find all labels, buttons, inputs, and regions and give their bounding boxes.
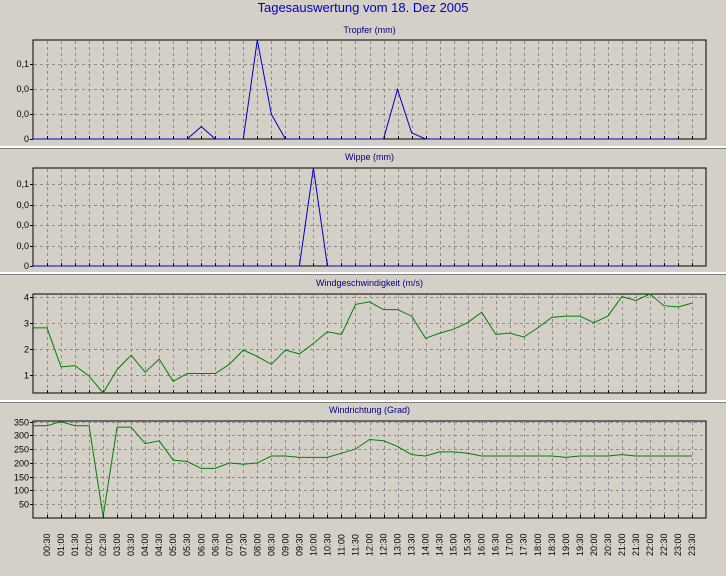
y-tick-label: 3 bbox=[24, 319, 29, 329]
panel-3: 1 2 3 4 Windgeschwindigkeit (m/s) bbox=[0, 278, 726, 403]
x-tick-label: 10:30 bbox=[322, 533, 332, 556]
x-tick-label: 14:30 bbox=[435, 533, 445, 556]
y-tick-label: 0,0 bbox=[16, 241, 29, 251]
x-tick-label: 16:30 bbox=[491, 533, 501, 556]
y-tick-label: 300 bbox=[14, 431, 29, 441]
plot-area bbox=[32, 293, 707, 394]
x-tick-label: 01:00 bbox=[56, 533, 66, 556]
y-tick-label: 0,0 bbox=[16, 220, 29, 230]
y-tick-label: 50 bbox=[19, 500, 29, 510]
x-tick-label: 04:30 bbox=[154, 533, 164, 556]
panel-title: Windgeschwindigkeit (m/s) bbox=[316, 278, 423, 288]
x-axis-labels: 00:30 01:00 01:30 02:00 02:30 03:00 03:30 04:00… bbox=[42, 533, 697, 556]
panel-title: Windrichtung (Grad) bbox=[329, 405, 410, 415]
y-tick-label: 0 bbox=[24, 261, 29, 271]
x-tick-label: 01:30 bbox=[70, 533, 80, 556]
x-tick-label: 08:00 bbox=[252, 533, 262, 556]
x-tick-label: 07:30 bbox=[238, 533, 248, 556]
series-line bbox=[33, 39, 678, 140]
x-tick-label: 11:30 bbox=[351, 534, 361, 556]
panel-separator-shadow bbox=[0, 274, 726, 275]
x-tick-label: 13:30 bbox=[407, 533, 417, 556]
y-tick-label: 0,0 bbox=[16, 200, 29, 210]
x-tick-label: 12:00 bbox=[365, 533, 375, 556]
panel-title: Wippe (mm) bbox=[345, 152, 394, 162]
panel-2: 0 0,0 0,0 0,0 0,1 Wippe (mm) bbox=[0, 152, 726, 275]
panel-separator-shadow bbox=[0, 402, 726, 403]
panel-separator bbox=[0, 272, 726, 274]
x-tick-label: 18:00 bbox=[533, 533, 543, 556]
x-tick-label: 09:00 bbox=[280, 533, 290, 556]
x-tick-label: 23:00 bbox=[673, 533, 683, 556]
x-tick-label: 17:00 bbox=[505, 533, 515, 556]
x-tick-label: 16:00 bbox=[477, 533, 487, 556]
x-tick-label: 19:00 bbox=[561, 533, 571, 556]
series-line bbox=[33, 167, 678, 267]
x-tick-label: 15:30 bbox=[463, 533, 473, 556]
x-tick-label: 17:30 bbox=[519, 533, 529, 556]
y-tick-label: 250 bbox=[14, 445, 29, 455]
y-tick-label: 0,0 bbox=[16, 84, 29, 94]
x-tick-label: 18:30 bbox=[547, 533, 557, 556]
y-tick-label: 0,0 bbox=[16, 109, 29, 119]
y-tick-label: 0 bbox=[24, 134, 29, 144]
x-tick-label: 11:00 bbox=[337, 534, 347, 556]
y-tick-label: 0,1 bbox=[16, 179, 29, 189]
y-tick-label: 100 bbox=[14, 486, 29, 496]
y-tick-label: 4 bbox=[24, 293, 29, 303]
x-tick-label: 19:30 bbox=[575, 533, 585, 556]
panel-separator bbox=[0, 146, 726, 148]
y-tick-label: 0,1 bbox=[16, 59, 29, 69]
x-tick-label: 13:00 bbox=[393, 533, 403, 556]
series-line bbox=[33, 421, 692, 517]
window-title: Tagesauswertung vom 18. Dez 2005 bbox=[257, 0, 469, 15]
panel-title: Tropfer (mm) bbox=[343, 25, 395, 35]
y-tick-label: 200 bbox=[14, 459, 29, 469]
y-tick-label: 1 bbox=[24, 371, 29, 381]
x-tick-label: 03:30 bbox=[126, 533, 136, 556]
x-tick-label: 09:30 bbox=[294, 533, 304, 556]
x-tick-label: 05:00 bbox=[168, 533, 178, 556]
panel-4: 50 100 150 200 250 300 350 Windrichtung (Grad) bbox=[14, 405, 707, 519]
panel-separator-shadow bbox=[0, 148, 726, 149]
x-tick-label: 05:30 bbox=[182, 533, 192, 556]
x-tick-label: 06:00 bbox=[196, 533, 206, 556]
panel-1: 0 0,0 0,0 0,1 Tropfer (mm) bbox=[0, 25, 726, 149]
x-tick-label: 00:30 bbox=[42, 533, 52, 556]
x-tick-label: 15:00 bbox=[449, 533, 459, 556]
x-tick-label: 20:30 bbox=[603, 533, 613, 556]
x-tick-label: 22:30 bbox=[659, 533, 669, 556]
y-tick-label: 2 bbox=[24, 345, 29, 355]
x-tick-label: 04:00 bbox=[140, 533, 150, 556]
x-tick-label: 20:00 bbox=[589, 533, 599, 556]
x-tick-label: 02:00 bbox=[84, 533, 94, 556]
y-tick-label: 350 bbox=[14, 418, 29, 428]
x-tick-label: 03:00 bbox=[112, 533, 122, 556]
x-tick-label: 14:00 bbox=[421, 533, 431, 556]
x-tick-label: 08:30 bbox=[266, 533, 276, 556]
x-tick-label: 07:00 bbox=[224, 533, 234, 556]
panel-separator bbox=[0, 400, 726, 402]
x-tick-label: 21:30 bbox=[631, 533, 641, 556]
x-tick-label: 12:30 bbox=[379, 533, 389, 556]
x-tick-label: 22:00 bbox=[645, 533, 655, 556]
x-tick-label: 10:00 bbox=[308, 533, 318, 556]
x-tick-label: 23:30 bbox=[687, 533, 697, 556]
x-tick-label: 06:30 bbox=[210, 533, 220, 556]
y-tick-label: 150 bbox=[14, 473, 29, 483]
x-tick-label: 02:30 bbox=[98, 533, 108, 556]
x-tick-label: 21:00 bbox=[617, 533, 627, 556]
plot-area bbox=[32, 167, 707, 267]
series-line bbox=[33, 293, 693, 394]
